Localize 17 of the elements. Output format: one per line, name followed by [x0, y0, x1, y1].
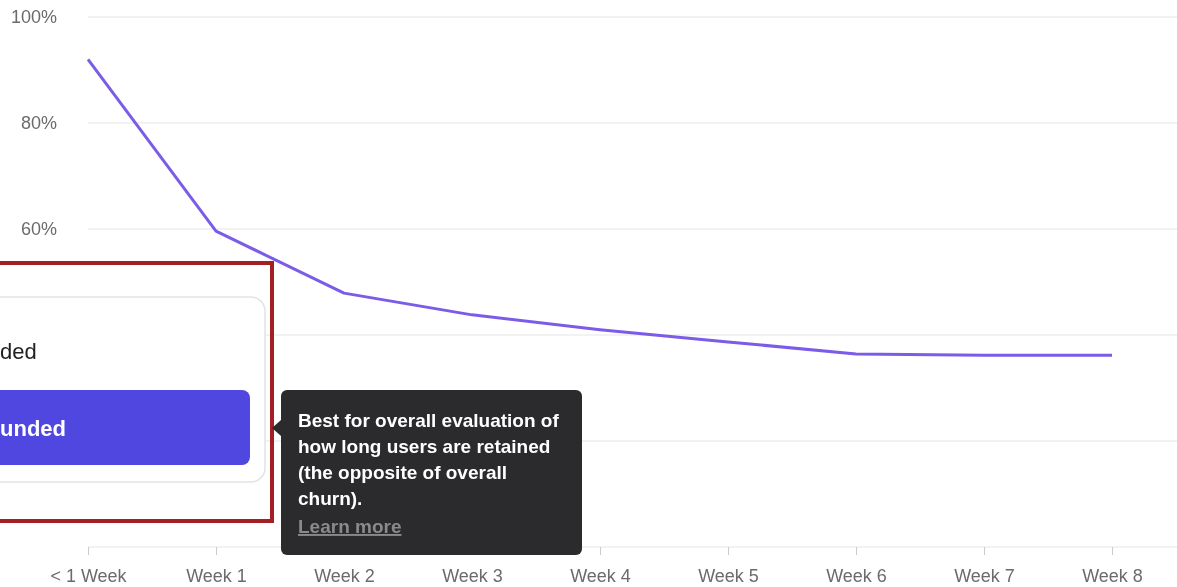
- line-series: [86, 57, 1114, 357]
- annotation: Learn more: [298, 516, 402, 537]
- x-tick-label: Week 8: [1082, 565, 1143, 586]
- x-tick-label: < 1 Week: [50, 565, 128, 586]
- x-tick-label: Week 5: [698, 565, 759, 586]
- x-tick-label: Week 7: [954, 565, 1015, 586]
- x-tick-label: Week 4: [570, 565, 631, 586]
- y-tick-label: 100%: [10, 7, 57, 28]
- tooltip-panel: Best for overall evaluation of how long users are retained (the opposite of overall churn). Learn more: [272, 390, 582, 555]
- x-tick-label: Week 1: [186, 565, 247, 586]
- y-tick-label: 80%: [20, 113, 57, 134]
- y-tick-label: 60%: [20, 219, 57, 240]
- x-tick-label: Week 6: [826, 565, 887, 586]
- menu-panel: ded unded: [0, 296, 266, 483]
- x-tick-label: Week 3: [442, 565, 503, 586]
- x-tick-label: Week 2: [314, 565, 375, 586]
- annotation: Best for overall evaluation of how long users are retained (the opposite of overall churn).: [298, 410, 560, 509]
